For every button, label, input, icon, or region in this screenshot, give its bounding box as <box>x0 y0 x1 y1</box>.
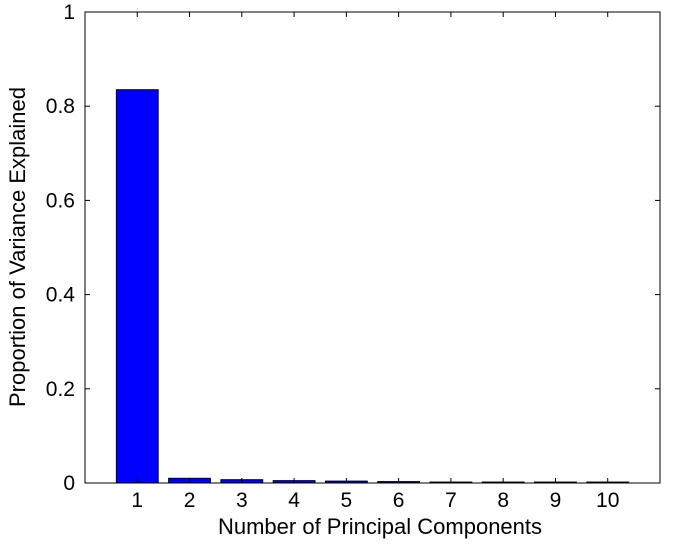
y-tick-label: 0.6 <box>46 189 75 212</box>
y-tick-label: 1 <box>63 1 75 24</box>
y-tick-label: 0 <box>63 472 75 495</box>
x-tick-label: 8 <box>497 489 509 512</box>
y-tick-labels: 0 0.2 0.4 0.6 0.8 1 <box>46 1 76 495</box>
x-tick-label: 4 <box>288 489 300 512</box>
y-axis-label: Proportion of Variance Explained <box>5 87 30 407</box>
x-tick-label: 5 <box>341 489 353 512</box>
x-tick-label: 2 <box>184 489 196 512</box>
y-tick-label: 0.2 <box>46 378 75 401</box>
y-tick-label: 0.8 <box>46 95 75 118</box>
x-axis-label: Number of Principal Components <box>218 514 542 539</box>
y-tick-label: 0.4 <box>46 284 76 307</box>
x-tick-label: 1 <box>131 489 143 512</box>
x-tick-label: 10 <box>596 489 619 512</box>
x-tick-label: 6 <box>393 489 405 512</box>
x-tick-label: 7 <box>445 489 457 512</box>
x-tick-labels: 1 2 3 4 5 6 7 8 9 10 <box>131 489 619 512</box>
plot-area <box>85 12 660 483</box>
bar <box>115 89 159 484</box>
x-tick-label: 9 <box>550 489 562 512</box>
x-tick-label: 3 <box>236 489 248 512</box>
plot-frame <box>84 11 661 484</box>
